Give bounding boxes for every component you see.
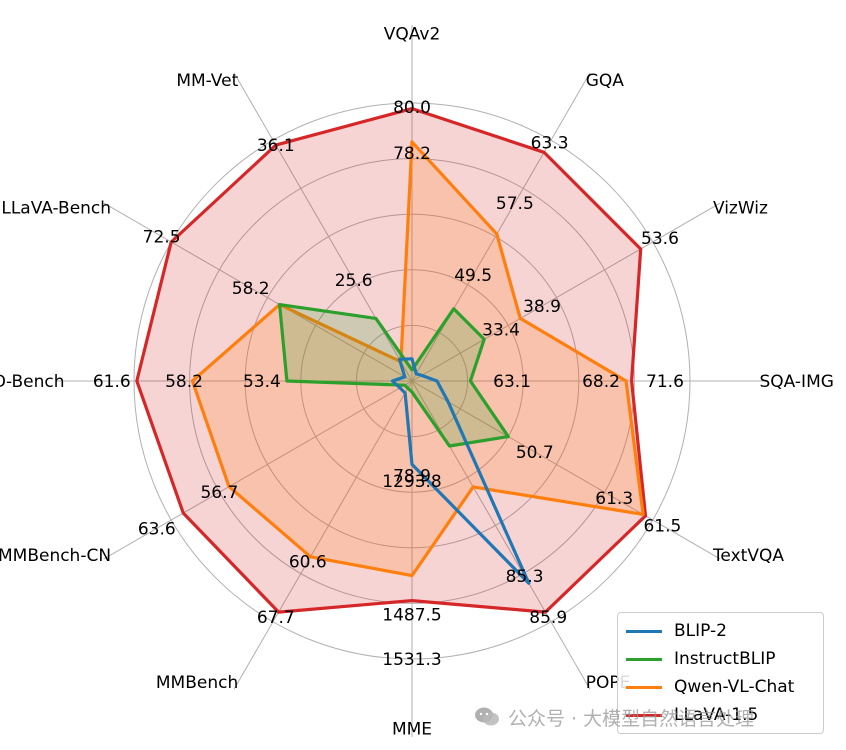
axis-label-vqav2: VQAv2 — [384, 25, 441, 45]
series-llava-1-5 — [135, 106, 648, 614]
axis-label-mmbench-cn: MMBench-CN — [0, 546, 111, 566]
grid-spoke — [103, 202, 413, 382]
watermark: 公众号 · 大模型自然语言处理 — [474, 700, 754, 734]
value-label: 25.6 — [335, 271, 373, 291]
legend-swatch — [626, 629, 662, 633]
value-label: 49.5 — [454, 266, 492, 286]
series-blip-2 — [390, 357, 531, 585]
value-label: 61.5 — [643, 517, 681, 537]
value-label: 71.6 — [646, 372, 684, 392]
axis-label-gqa: GQA — [586, 71, 625, 91]
value-label: 63.6 — [138, 519, 176, 539]
legend-label: InstructBLIP — [674, 649, 776, 669]
value-label: 53.6 — [641, 229, 679, 249]
axis-label-mme: MME — [392, 720, 432, 740]
value-label: 53.4 — [243, 372, 281, 392]
legend-item: LLaVA-1.5 — [626, 701, 815, 729]
value-label: 85.9 — [529, 608, 567, 628]
value-label: 80.0 — [393, 98, 431, 118]
value-label: 36.1 — [257, 136, 295, 156]
value-label: 50.7 — [516, 443, 554, 463]
axis-label-sqa-img: SQA-IMG — [760, 372, 834, 392]
value-label: 72.5 — [143, 227, 181, 247]
legend-item: BLIP-2 — [626, 617, 815, 645]
legend-swatch — [626, 657, 662, 661]
value-label: 1293.8 — [382, 472, 441, 492]
value-label: 78.9 — [393, 467, 431, 487]
value-label: 68.2 — [582, 372, 620, 392]
value-label: 56.7 — [200, 483, 238, 503]
grid-spoke — [411, 202, 721, 382]
legend-swatch — [626, 685, 662, 689]
wechat-icon — [475, 707, 499, 726]
value-label: 61.3 — [595, 489, 633, 509]
grid-spoke — [233, 380, 413, 690]
value-label: 78.2 — [393, 144, 431, 164]
value-label: 1487.5 — [382, 606, 441, 626]
legend-label: Qwen-VL-Chat — [674, 677, 795, 697]
value-label: 63.3 — [531, 134, 569, 154]
value-label: 61.6 — [93, 372, 131, 392]
value-label: 58.2 — [232, 279, 270, 299]
axis-label-mmbench: MMBench — [156, 673, 238, 693]
legend-item: Qwen-VL-Chat — [626, 673, 815, 701]
legend-swatch — [626, 713, 662, 717]
grid-spoke — [103, 380, 413, 560]
value-label: 67.7 — [257, 608, 295, 628]
value-label: 58.2 — [165, 372, 203, 392]
axis-label-textvqa: TextVQA — [712, 546, 784, 566]
legend-label: LLaVA-1.5 — [674, 705, 759, 725]
value-label: 60.6 — [289, 553, 327, 573]
legend-item: InstructBLIP — [626, 645, 815, 673]
watermark-text: 公众号 · 大模型自然语言处理 — [508, 707, 755, 730]
chart-legend: BLIP-2 InstructBLIP Qwen-VL-Chat LLaVA-1.5 — [617, 612, 824, 734]
radar-grid — [56, 25, 768, 737]
axis-label-mm-vet: MM-Vet — [176, 71, 238, 91]
value-label: 33.4 — [482, 321, 520, 341]
value-label: 1531.3 — [382, 650, 441, 670]
value-label: 85.3 — [506, 567, 544, 587]
axis-label-llava-bench: LLaVA-Bench — [1, 198, 111, 218]
value-label: 57.5 — [496, 194, 534, 214]
grid-spoke — [411, 72, 591, 382]
legend-label: BLIP-2 — [674, 621, 727, 641]
grid-spoke — [411, 380, 721, 560]
value-label: 63.1 — [493, 372, 531, 392]
axis-label-vizwiz: VizWiz — [713, 198, 768, 218]
value-label: 38.9 — [523, 297, 561, 317]
axis-label-seed-bench: SEED-Bench — [0, 372, 65, 392]
